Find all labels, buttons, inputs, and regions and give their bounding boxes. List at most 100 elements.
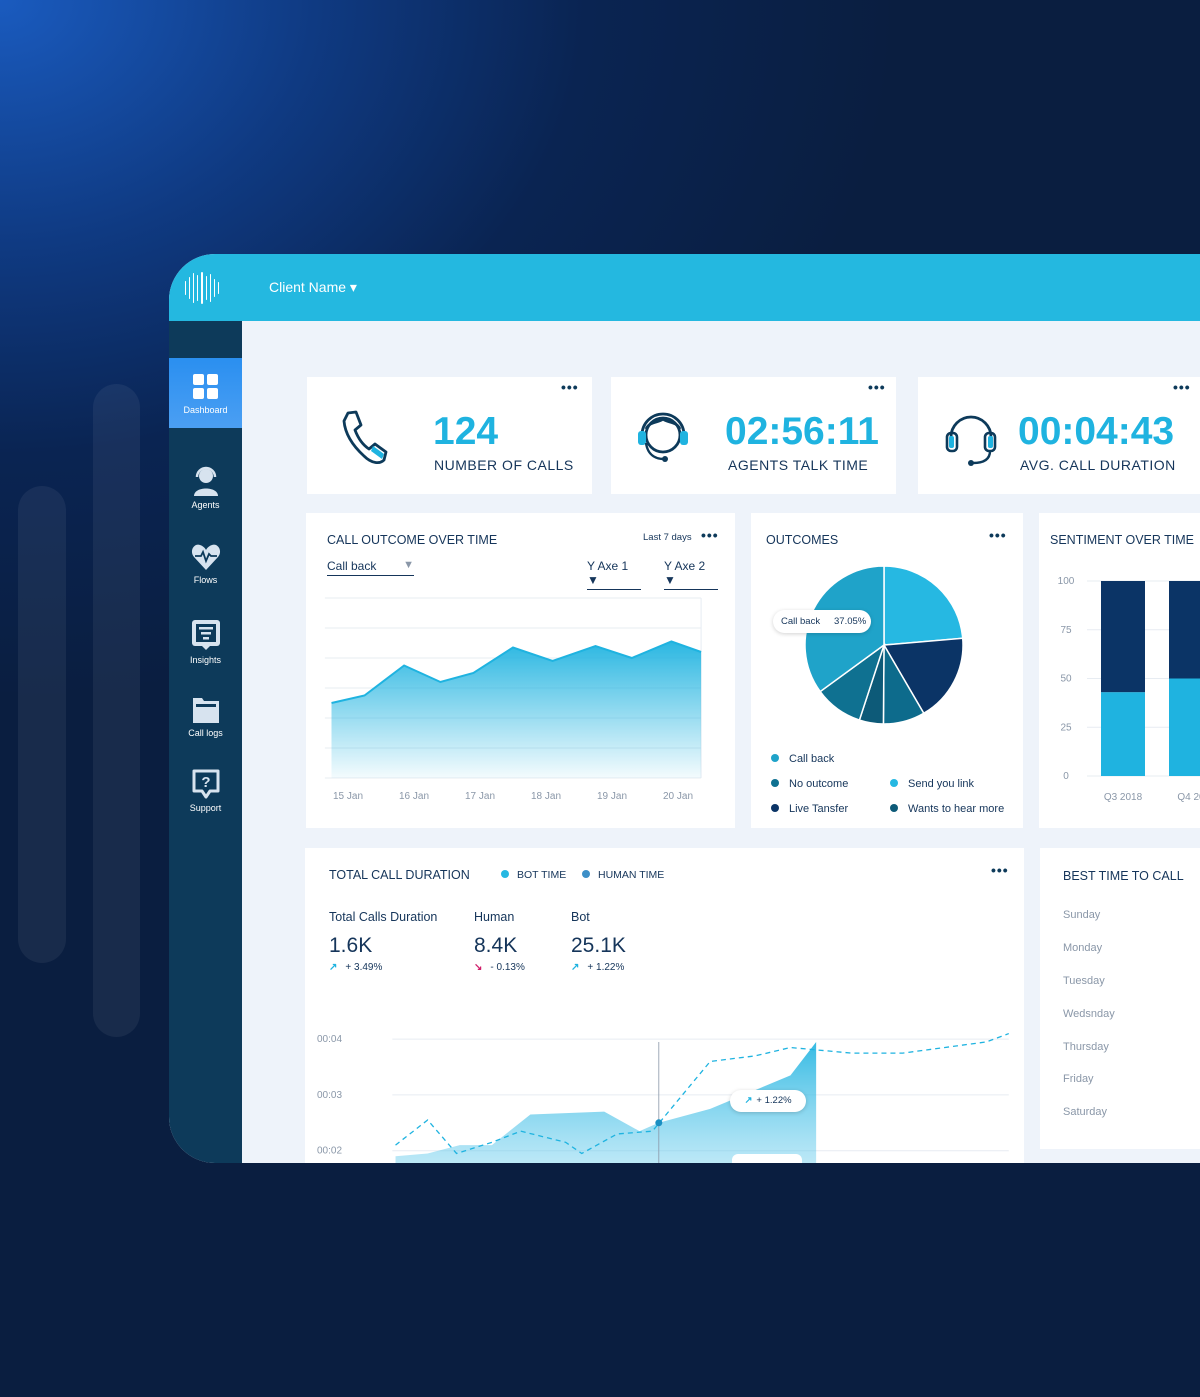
bar-segment — [1101, 581, 1145, 693]
stat-value: 8.4K — [474, 934, 518, 957]
date-range-selector[interactable]: Last 7 days — [643, 532, 692, 543]
client-selector[interactable]: Client Name ▾ — [269, 279, 357, 295]
headset-icon — [945, 415, 997, 466]
day-label: Friday — [1063, 1073, 1094, 1085]
stat-bot: Bot 25.1K ↗ + 1.22% — [571, 910, 626, 973]
kpi-card-calls: ••• 124 NUMBER OF CALLS — [307, 377, 592, 494]
legend-item: Send you link — [890, 778, 974, 790]
chart-tooltip: ↗ + 1.22% — [730, 1090, 806, 1112]
more-menu-button[interactable]: ••• — [868, 379, 886, 395]
total-duration-chart: 00:02 00:03 00:04 — [317, 1032, 1010, 1163]
stat-delta: + 3.49% — [345, 962, 383, 973]
kpi-value: 02:56:11 — [725, 410, 879, 453]
area-fill — [331, 641, 702, 778]
legend-swatch — [582, 870, 590, 878]
agent-headset-icon — [638, 412, 688, 462]
card-title: TOTAL CALL DURATION — [329, 868, 470, 882]
heart-pulse-icon — [191, 544, 220, 570]
x-tick-label: Q3 2018 — [1104, 792, 1143, 803]
kpi-label: NUMBER OF CALLS — [434, 457, 574, 473]
kpi-label: AVG. CALL DURATION — [1020, 457, 1176, 473]
more-menu-button[interactable]: ••• — [989, 527, 1007, 543]
bot-area — [395, 1041, 817, 1163]
kpi-card-talk-time: ••• 02:56:11 AGENTS TALK TIME — [611, 377, 896, 494]
x-tick-label: 16 Jan — [399, 791, 429, 802]
x-tick-label: 19 Jan — [597, 791, 627, 802]
bar-segment — [1101, 692, 1145, 776]
kpi-label: AGENTS TALK TIME — [728, 457, 869, 473]
call-outcome-card: CALL OUTCOME OVER TIME Last 7 days ••• C… — [306, 513, 735, 828]
legend-label: BOT TIME — [517, 869, 567, 881]
legend-item: Wants to hear more — [890, 803, 1004, 815]
top-bar: Client Name ▾ — [169, 254, 1200, 321]
series-line — [331, 640, 702, 704]
outcome-filter-dropdown[interactable]: Call back ▼ — [327, 559, 414, 576]
sidebar-item-call-logs[interactable]: Call logs — [169, 694, 242, 738]
more-menu-button[interactable]: ••• — [561, 379, 579, 395]
stat-delta: - 0.13% — [490, 962, 525, 973]
pie-tooltip: Call back 37.05% — [773, 610, 871, 633]
background-decoration — [18, 486, 66, 963]
y-tick-label: 0 — [1063, 771, 1069, 782]
chart-tooltip-tab — [732, 1154, 802, 1163]
day-label: Monday — [1063, 942, 1103, 954]
more-menu-button[interactable]: ••• — [991, 862, 1009, 878]
outcomes-pie-chart — [804, 565, 964, 725]
sidebar-item-label: Agents — [191, 500, 220, 510]
trend-up-icon: ↗ — [329, 962, 338, 973]
pie-slice — [883, 565, 964, 646]
human-line — [395, 1032, 1010, 1155]
sidebar-item-label: Dashboard — [183, 405, 228, 415]
legend-item: Live Tansfer — [771, 803, 848, 815]
folder-icon — [192, 698, 219, 723]
day-label: Sunday — [1063, 909, 1101, 921]
legend-swatch — [771, 754, 779, 762]
tooltip-label: Call back — [781, 616, 821, 627]
y-axis-1-selector[interactable]: Y Axe 1 ▼ — [587, 559, 641, 590]
y-tick-label: 00:04 — [317, 1034, 342, 1045]
day-label: Thursday — [1063, 1041, 1109, 1053]
y-tick-label: 25 — [1060, 722, 1072, 733]
sidebar-item-support[interactable]: ? Support — [169, 769, 242, 813]
legend-item: BOT TIME — [501, 869, 566, 881]
legend-item: HUMAN TIME — [582, 869, 664, 881]
tooltip-value: 37.05% — [834, 616, 867, 627]
stat-human: Human 8.4K ↘ - 0.13% — [474, 910, 525, 973]
outcomes-card: OUTCOMES ••• Call back 37.05% Call back … — [751, 513, 1023, 828]
more-menu-button[interactable]: ••• — [701, 527, 719, 543]
stat-value: 25.1K — [571, 934, 626, 957]
sidebar-item-label: Flows — [193, 575, 218, 585]
bar-segment — [1169, 581, 1200, 679]
stat-label: Bot — [571, 910, 590, 924]
card-title: BEST TIME TO CALL — [1063, 869, 1184, 883]
y-tick-label: 00:03 — [317, 1090, 342, 1101]
card-title: CALL OUTCOME OVER TIME — [327, 533, 498, 547]
dropdown-value: Call back — [327, 559, 377, 573]
sidebar-item-dashboard[interactable]: Dashboard — [169, 358, 242, 428]
legend-item: No outcome — [771, 778, 848, 790]
y-axis-2-selector[interactable]: Y Axe 2 ▼ — [664, 559, 718, 590]
svg-text:?: ? — [201, 774, 210, 791]
legend-swatch — [771, 804, 779, 812]
bar-segment — [1169, 678, 1200, 776]
stat-total: Total Calls Duration 1.6K ↗ + 3.49% — [329, 910, 437, 973]
legend-swatch — [890, 804, 898, 812]
best-time-card: BEST TIME TO CALL Sunday Monday Tuesday … — [1040, 848, 1200, 1149]
hover-point — [655, 1119, 663, 1127]
sidebar-item-label: Call logs — [188, 728, 223, 738]
more-menu-button[interactable]: ••• — [1173, 379, 1191, 395]
sidebar-item-flows[interactable]: Flows — [169, 543, 242, 585]
trend-down-icon: ↘ — [474, 962, 483, 973]
legend-label: Call back — [789, 753, 835, 765]
sidebar-item-label: Support — [189, 803, 222, 813]
legend-item: Call back — [771, 753, 834, 765]
legend-label: No outcome — [789, 778, 849, 790]
logo-icon — [185, 272, 219, 304]
dashboard-window: Client Name ▾ Dashboard Agents Flows — [169, 254, 1200, 1163]
help-icon: ? — [192, 769, 219, 799]
kpi-card-avg-duration: ••• 00:04:43 AVG. CALL DURATION — [918, 377, 1200, 494]
card-title: SENTIMENT OVER TIME — [1050, 533, 1195, 547]
sidebar-item-insights[interactable]: Insights — [169, 619, 242, 665]
y-tick-label: 00:02 — [317, 1146, 342, 1157]
sidebar-item-agents[interactable]: Agents — [169, 466, 242, 510]
